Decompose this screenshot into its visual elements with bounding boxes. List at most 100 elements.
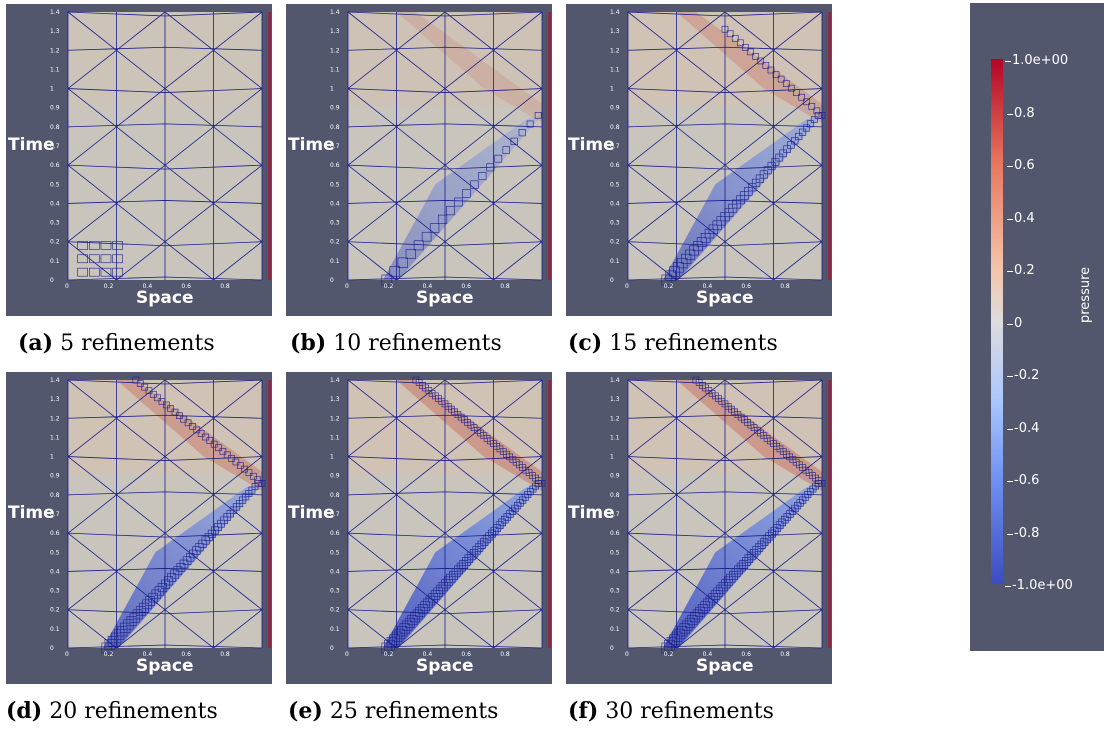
- svg-text:1: 1: [610, 454, 614, 461]
- refined-mesh: [381, 376, 546, 654]
- caption-e: (e) 25 refinements: [288, 698, 498, 724]
- colorbar-tick-label: 0.8: [1007, 105, 1035, 121]
- caption-f: (f) 30 refinements: [568, 698, 774, 724]
- svg-text:0.1: 0.1: [610, 626, 620, 633]
- svg-text:0.7: 0.7: [50, 511, 60, 518]
- svg-text:0.2: 0.2: [610, 607, 620, 614]
- svg-text:0: 0: [625, 651, 629, 658]
- colorbar-tick-label: 0.4: [1007, 210, 1035, 226]
- svg-text:0.5: 0.5: [50, 549, 60, 556]
- svg-text:0.9: 0.9: [610, 105, 620, 112]
- colorbar-tick-label: 1.0e+00: [1004, 53, 1069, 68]
- mesh-lines: [67, 11, 263, 281]
- svg-text:0.7: 0.7: [610, 511, 620, 518]
- svg-text:0.6: 0.6: [741, 283, 751, 290]
- svg-text:0.2: 0.2: [384, 651, 394, 658]
- mesh-plot-d: 0 0.2 0.4 0.6 0.8 0 0.1 0.2 0.3 0.4 0.5 0.6 0.7 0.8 0.…: [50, 376, 271, 658]
- svg-text:1.2: 1.2: [610, 415, 620, 422]
- svg-text:0.2: 0.2: [50, 607, 60, 614]
- svg-text:0.2: 0.2: [664, 283, 674, 290]
- mesh-plot-c: 0 0.2 0.4 0.6 0.8 0 0.1 0.2 0.3 0.4 0.5 0.6 0.7 0.8 0.…: [610, 9, 831, 290]
- time-axis-label: Time: [568, 135, 615, 155]
- svg-text:1: 1: [330, 86, 334, 93]
- panel-b: 0 0.2 0.4 0.6 0.8 0 0.1 0.2 0.3 0.4 0.5 0.6 0.7 0.8 0.…: [286, 4, 552, 316]
- colorbar-title: pressure: [1078, 266, 1093, 323]
- svg-text:1.3: 1.3: [50, 396, 60, 403]
- svg-text:0.8: 0.8: [610, 124, 620, 131]
- svg-text:0.8: 0.8: [330, 124, 340, 131]
- axis-ticks: 0 0.2 0.4 0.6 0.8 0 0.1 0.2 0.3 0.4 0.5 0.6 0.7 0.8 0.…: [50, 377, 230, 658]
- svg-text:0.8: 0.8: [50, 124, 60, 131]
- svg-text:0.1: 0.1: [610, 258, 620, 265]
- svg-text:0.5: 0.5: [330, 181, 340, 188]
- wave-band-red: [396, 380, 542, 492]
- time-axis-label: Time: [8, 503, 55, 523]
- caption-letter: (e): [288, 698, 323, 724]
- axis-ticks: 0 0.2 0.4 0.6 0.8 0 0.1 0.2 0.3 0.4 0.5 0.6 0.7 0.8 0.…: [50, 9, 230, 290]
- colorbar-tick-label: -0.8: [1006, 525, 1040, 541]
- svg-text:1.2: 1.2: [50, 47, 60, 54]
- svg-text:1.1: 1.1: [50, 66, 60, 73]
- mesh-lines: [627, 11, 823, 281]
- svg-text:0.8: 0.8: [610, 492, 620, 499]
- mesh-plot-b: 0 0.2 0.4 0.6 0.8 0 0.1 0.2 0.3 0.4 0.5 0.6 0.7 0.8 0.…: [330, 9, 551, 290]
- svg-text:0.6: 0.6: [610, 530, 620, 537]
- axis-ticks: 0 0.2 0.4 0.6 0.8 0 0.1 0.2 0.3 0.4 0.5 0.6 0.7 0.8 0.…: [610, 377, 790, 658]
- svg-text:0.6: 0.6: [181, 283, 191, 290]
- svg-text:0.8: 0.8: [220, 651, 230, 658]
- svg-text:0.5: 0.5: [50, 181, 60, 188]
- axis-ticks: 0 0.2 0.4 0.6 0.8 0 0.1 0.2 0.3 0.4 0.5 0.6 0.7 0.8 0.…: [330, 9, 510, 290]
- svg-text:0.6: 0.6: [330, 530, 340, 537]
- svg-text:1.3: 1.3: [50, 28, 60, 35]
- mesh-plot-e: 0 0.2 0.4 0.6 0.8 0 0.1 0.2 0.3 0.4 0.5 0.6 0.7 0.8 0.…: [330, 376, 551, 658]
- svg-text:0.4: 0.4: [703, 283, 713, 290]
- svg-text:0.6: 0.6: [50, 162, 60, 169]
- svg-text:1.4: 1.4: [610, 9, 620, 16]
- svg-text:1: 1: [330, 454, 334, 461]
- colorbar-tick-label: -0.2: [1006, 368, 1040, 383]
- axis-ticks: 0 0.2 0.4 0.6 0.8 0 0.1 0.2 0.3 0.4 0.5 0.6 0.7 0.8 0.…: [330, 377, 510, 658]
- svg-text:0.7: 0.7: [330, 511, 340, 518]
- mesh-lines: [627, 379, 823, 649]
- svg-text:0.9: 0.9: [330, 473, 340, 480]
- caption-text: 25 refinements: [329, 699, 499, 724]
- caption-letter: (d): [6, 698, 43, 724]
- svg-text:0.8: 0.8: [220, 283, 230, 290]
- svg-text:0.1: 0.1: [50, 258, 60, 265]
- svg-text:0.4: 0.4: [610, 568, 620, 575]
- svg-text:1.2: 1.2: [50, 415, 60, 422]
- axis-ticks: 0 0.2 0.4 0.6 0.8 0 0.1 0.2 0.3 0.4 0.5 0.6 0.7 0.8 0.…: [610, 9, 790, 290]
- svg-text:0.4: 0.4: [703, 651, 713, 658]
- space-axis-label: Space: [416, 288, 474, 308]
- wave-band-red: [116, 380, 262, 492]
- space-axis-label: Space: [696, 288, 754, 308]
- refined-mesh: [381, 112, 542, 286]
- colorbar-tick-label: 0.2: [1007, 263, 1035, 278]
- svg-text:1.4: 1.4: [330, 9, 340, 16]
- wave-band-red: [396, 12, 542, 124]
- refined-mesh: [661, 25, 826, 286]
- svg-text:0.4: 0.4: [143, 283, 153, 290]
- svg-text:1.3: 1.3: [610, 396, 620, 403]
- svg-text:1.1: 1.1: [610, 66, 620, 73]
- svg-text:1: 1: [50, 454, 54, 461]
- panel-f: 0 0.2 0.4 0.6 0.8 0 0.1 0.2 0.3 0.4 0.5 0.6 0.7 0.8 0.…: [566, 372, 832, 684]
- svg-text:0.3: 0.3: [330, 220, 340, 227]
- mesh-lines: [347, 11, 543, 281]
- svg-text:0.6: 0.6: [50, 530, 60, 537]
- colorbar-tick-label: 0.6: [1007, 158, 1035, 173]
- svg-text:0.2: 0.2: [384, 283, 394, 290]
- svg-text:0.2: 0.2: [104, 651, 114, 658]
- svg-text:1.4: 1.4: [610, 377, 620, 384]
- svg-text:0.6: 0.6: [461, 283, 471, 290]
- svg-text:0.5: 0.5: [610, 181, 620, 188]
- svg-text:0: 0: [345, 283, 349, 290]
- caption-text: 15 refinements: [609, 331, 778, 356]
- svg-text:0.4: 0.4: [610, 200, 620, 207]
- mesh-plot-f: 0 0.2 0.4 0.6 0.8 0 0.1 0.2 0.3 0.4 0.5 0.6 0.7 0.8 0.…: [610, 376, 831, 658]
- svg-text:0.2: 0.2: [50, 239, 60, 246]
- space-axis-label: Space: [136, 288, 194, 308]
- svg-text:0.3: 0.3: [330, 588, 340, 595]
- caption-letter: (f): [568, 698, 599, 724]
- svg-text:0.4: 0.4: [423, 651, 433, 658]
